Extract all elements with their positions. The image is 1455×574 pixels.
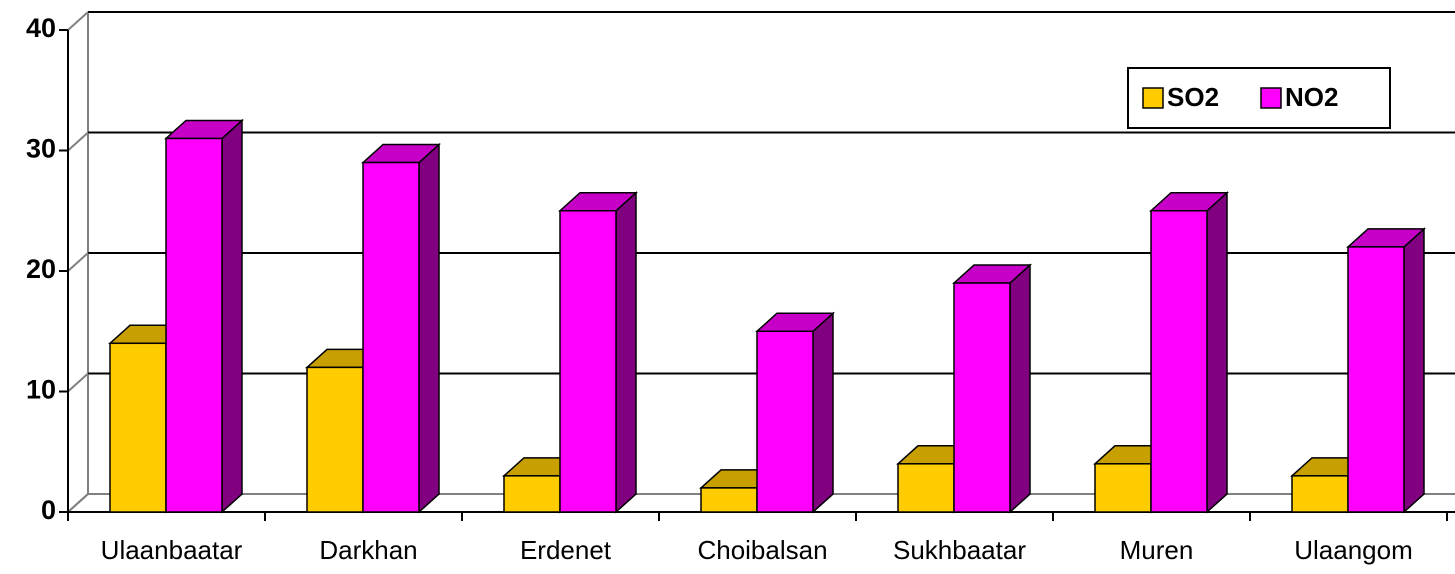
y-tick-label: 30	[26, 134, 56, 164]
y-tick-label: 0	[41, 495, 56, 525]
bar	[109, 342, 167, 513]
bar-side	[615, 191, 637, 514]
bar	[1347, 246, 1405, 513]
x-tick-label: Sukhbaatar	[893, 535, 1026, 565]
bar-side	[221, 118, 243, 514]
bar-side	[1206, 191, 1228, 514]
bar	[953, 282, 1011, 513]
legend-swatch	[1260, 87, 1282, 109]
y-tick-label: 10	[26, 375, 56, 405]
x-tick-label: Muren	[1120, 535, 1194, 565]
x-tick-label: Erdenet	[520, 535, 612, 565]
legend-label: NO2	[1285, 82, 1338, 112]
legend-swatch	[1142, 87, 1164, 109]
x-tick-label: Ulaanbaatar	[101, 535, 243, 565]
x-tick-label: Choibalsan	[697, 535, 827, 565]
legend-box	[1127, 67, 1391, 129]
bar	[362, 161, 420, 513]
bar	[700, 487, 758, 513]
bar	[503, 475, 561, 513]
grid-line-side	[67, 493, 89, 513]
bar-side	[418, 142, 440, 514]
x-tick-label: Ulaangom	[1294, 535, 1413, 565]
bar-side	[812, 311, 834, 514]
bar-side	[1009, 263, 1031, 514]
bar	[165, 137, 223, 513]
bar	[1291, 475, 1349, 513]
legend-label: SO2	[1167, 82, 1219, 112]
bar	[897, 463, 955, 513]
x-tick-label: Darkhan	[319, 535, 417, 565]
bar	[306, 366, 364, 513]
grid-line-side	[67, 131, 89, 152]
grid-line-side	[67, 372, 89, 393]
bar-side	[1403, 227, 1425, 514]
bar	[756, 330, 814, 513]
bar	[1150, 210, 1208, 513]
grid-line-side	[67, 11, 89, 31]
y-tick-label: 40	[26, 13, 56, 43]
grid-line-side	[67, 252, 89, 272]
y-tick-label: 20	[26, 254, 56, 284]
bar	[559, 210, 617, 513]
bar	[1094, 463, 1152, 513]
